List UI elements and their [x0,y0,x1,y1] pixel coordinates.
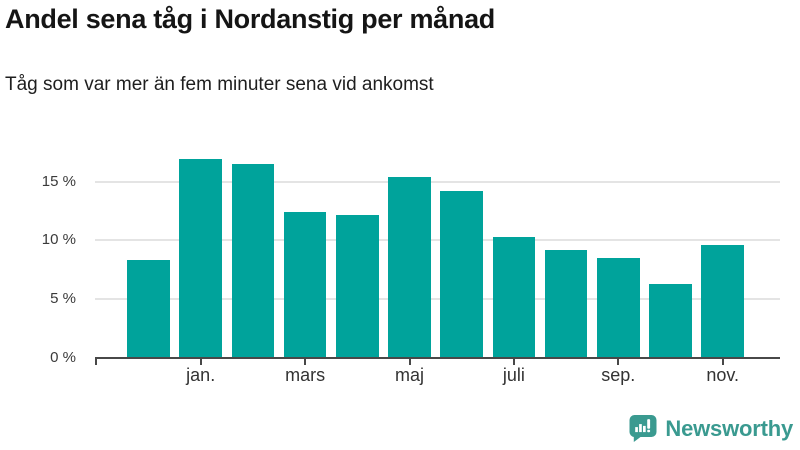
x-tick-label: nov. [706,365,740,385]
gridline [95,180,780,183]
bar [231,164,275,358]
x-tick-label: juli [502,365,525,385]
newsworthy-logo[interactable]: Newsworthy [629,414,793,443]
x-axis-tick [199,359,202,365]
x-tick-label: sep. [601,365,636,385]
x-axis-tick [512,359,515,365]
x-tick-label: mars [285,365,326,385]
bar [336,214,379,358]
newsworthy-wordmark: Newsworthy [665,415,793,441]
bar [283,212,327,358]
x-tick-label: jan. [186,365,216,385]
bar [544,249,588,358]
x-axis-tick [408,359,411,365]
bar [649,283,692,358]
x-axis-line [95,356,780,360]
chart-subtitle: Tåg som var mer än fem minuter sena vid … [5,74,434,95]
gridline [95,298,780,301]
y-tick-label: 10 % [41,231,76,249]
gridline [95,239,780,242]
bar [179,159,222,358]
bar [492,236,536,358]
y-tick-label: 0 % [50,349,76,366]
bar [127,260,170,358]
x-axis-tick [617,359,620,365]
x-axis-tick [721,359,724,365]
y-tick-label: 5 % [50,290,76,308]
y-tick-label: 15 % [41,172,76,190]
newsworthy-icon [629,415,657,442]
bar [701,245,744,358]
x-tick-label: maj [394,365,424,385]
x-axis-tick [304,359,307,365]
chart-title: Andel sena tåg i Nordanstig per månad [5,4,495,34]
axis-start-tick [95,359,97,365]
bar [388,177,431,358]
bar [597,258,640,358]
bar [440,191,483,358]
